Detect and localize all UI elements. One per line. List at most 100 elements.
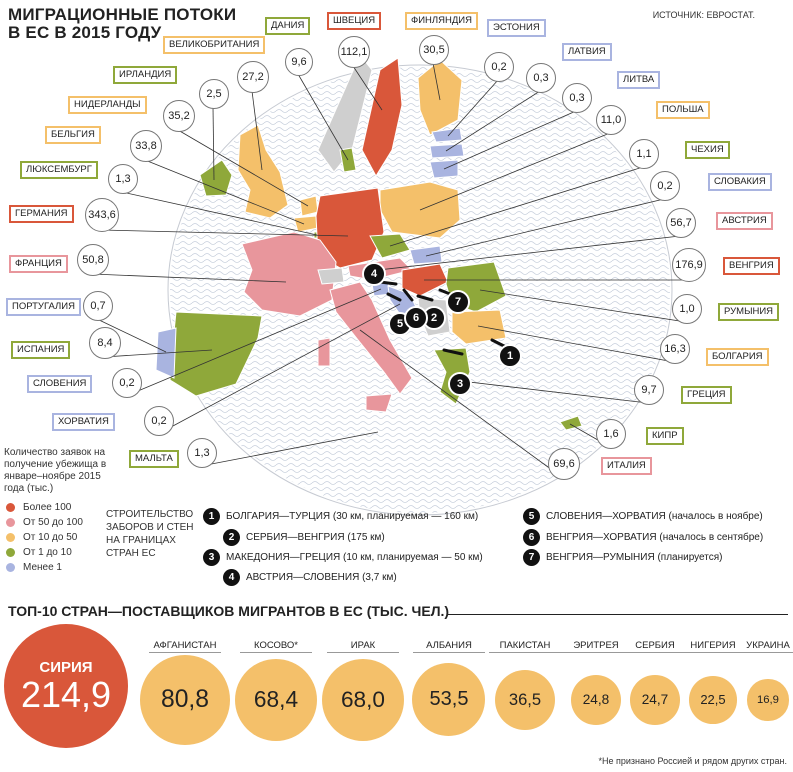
title-line-2: В ЕС В 2015 ГОДУ <box>8 23 162 42</box>
country-shape <box>429 143 465 159</box>
legend-caption: Количество заявок на получение убежища в… <box>4 447 107 494</box>
leader-line <box>177 129 309 207</box>
wall-number: 2 <box>223 529 240 546</box>
country-label: ВЕЛИКОБРИТАНИЯ <box>163 36 266 54</box>
page-title: МИГРАЦИОННЫЕ ПОТОКИ В ЕС В 2015 ГОДУ <box>8 6 236 42</box>
country-label: НИДЕРЛАНДЫ <box>68 96 147 114</box>
country-label: ХОРВАТИЯ <box>52 413 115 431</box>
country-label: ЛИТВА <box>617 71 661 89</box>
wall-item: 3 МАКЕДОНИЯ—ГРЕЦИЯ (10 км, планируемая — … <box>203 549 483 566</box>
country-value: 16,3 <box>660 334 690 364</box>
top10-title: ТОП-10 СТРАН—ПОСТАВЩИКОВ МИГРАНТОВ В ЕС … <box>8 603 450 619</box>
wall-number: 5 <box>523 508 540 525</box>
leader-line <box>377 235 681 271</box>
country-value: 9,7 <box>634 375 664 405</box>
wall-number: 7 <box>523 549 540 566</box>
top10-category: СИРИЯ <box>39 658 93 676</box>
country-shape <box>361 57 403 178</box>
country-label: ЛАТВИЯ <box>562 43 612 61</box>
top10-value: 36,5 <box>494 669 556 731</box>
top10-category: УКРАИНА <box>732 640 793 653</box>
country-shape <box>317 54 373 173</box>
top10-value: 53,5 <box>412 663 486 737</box>
fence-marker: 6 <box>404 306 428 330</box>
country-label: ДАНИЯ <box>265 17 311 35</box>
top10-value: 68,4 <box>234 658 318 742</box>
wall-number: 3 <box>203 549 220 566</box>
leader-line <box>96 318 167 353</box>
country-value: 1,1 <box>629 139 659 169</box>
legend-swatch <box>6 548 15 557</box>
source-note: ИСТОЧНИК: ЕВРОСТАТ. <box>652 10 755 20</box>
leader-line <box>352 65 383 111</box>
leader-line <box>477 325 675 363</box>
legend-swatch <box>6 563 15 572</box>
country-shape <box>431 127 463 143</box>
top10-category: НИГЕРИЯ <box>677 640 749 653</box>
country-shape <box>237 124 289 219</box>
leader-line <box>144 159 305 225</box>
title-line-1: МИГРАЦИОННЫЕ ПОТОКИ <box>8 5 237 24</box>
country-value: 11,0 <box>596 105 626 135</box>
top10-value: 24,8 <box>571 675 621 725</box>
leader-line <box>103 349 213 358</box>
country-shape <box>241 231 337 317</box>
wall-item: 5 СЛОВЕНИЯ—ХОРВАТИЯ (началось в ноябре) <box>523 508 763 525</box>
country-value: 2,5 <box>199 79 229 109</box>
leader-line <box>432 62 441 101</box>
fence-segment <box>402 288 414 302</box>
country-value: 1,3 <box>108 164 138 194</box>
top10-value: 80,8 <box>140 655 230 745</box>
top10-value: 214,9 <box>20 673 112 715</box>
legend-label: От 10 до 50 <box>23 531 78 543</box>
leader-line <box>389 166 644 247</box>
legend-label: От 50 до 100 <box>23 516 83 528</box>
wall-text: ВЕНГРИЯ—РУМЫНИЯ (планируется) <box>546 552 723 563</box>
country-label: ФРАНЦИЯ <box>9 255 68 273</box>
country-value: 30,5 <box>419 35 449 65</box>
leader-line <box>479 289 687 323</box>
country-label: БОЛГАРИЯ <box>706 348 769 366</box>
top10-category: АЛБАНИЯ <box>413 640 485 653</box>
wall-number: 6 <box>523 529 540 546</box>
leader-line <box>443 110 577 170</box>
leader-line <box>251 90 263 171</box>
wall-text: МАКЕДОНИЯ—ГРЕЦИЯ (10 км, планируемая — 5… <box>226 552 483 563</box>
country-label: БЕЛЬГИЯ <box>45 126 101 144</box>
legend-item: От 50 до 100 <box>6 515 118 530</box>
leader-line <box>425 198 665 257</box>
leader-line <box>100 229 349 237</box>
leader-line <box>451 379 649 404</box>
legend-item: От 10 до 50 <box>6 530 118 545</box>
country-value: 0,3 <box>526 63 556 93</box>
legend-label: От 1 до 10 <box>23 546 72 558</box>
leader-line <box>125 288 382 397</box>
country-shape <box>451 309 507 345</box>
legend-label: Более 100 <box>23 501 72 513</box>
top10-value: 22,5 <box>689 676 737 724</box>
legend-swatch <box>6 503 15 512</box>
country-value: 0,2 <box>484 52 514 82</box>
top10-category: АФГАНИСТАН <box>149 640 221 653</box>
country-shape <box>315 187 385 269</box>
country-label: ИРЛАНДИЯ <box>113 66 178 84</box>
top10-value: 16,9 <box>747 679 789 721</box>
leader-line <box>447 79 499 137</box>
legend-item: Более 100 <box>6 500 118 515</box>
country-label: ПОЛЬША <box>656 101 710 119</box>
country-label: ФИНЛЯНДИЯ <box>405 12 478 30</box>
leader-line <box>359 329 564 479</box>
country-label: СЛОВЕНИЯ <box>27 375 93 393</box>
country-value: 56,7 <box>666 208 696 238</box>
leader-line <box>297 73 349 161</box>
country-label: ГЕРМАНИЯ <box>9 205 74 223</box>
country-value: 0,2 <box>144 406 174 436</box>
wall-text: БОЛГАРИЯ—ТУРЦИЯ (30 км, планируемая — 16… <box>226 511 479 522</box>
top10-category: ПАКИСТАН <box>489 640 561 653</box>
top10-category: ЭРИТРЕЯ <box>560 640 632 653</box>
top10-category: СЕРБИЯ <box>619 640 691 653</box>
top10-value: 24,7 <box>630 675 680 725</box>
fence-segment <box>416 294 434 302</box>
fence-marker: 1 <box>498 344 522 368</box>
wall-item: 1 БОЛГАРИЯ—ТУРЦИЯ (30 км, планируемая — 1… <box>203 508 478 525</box>
